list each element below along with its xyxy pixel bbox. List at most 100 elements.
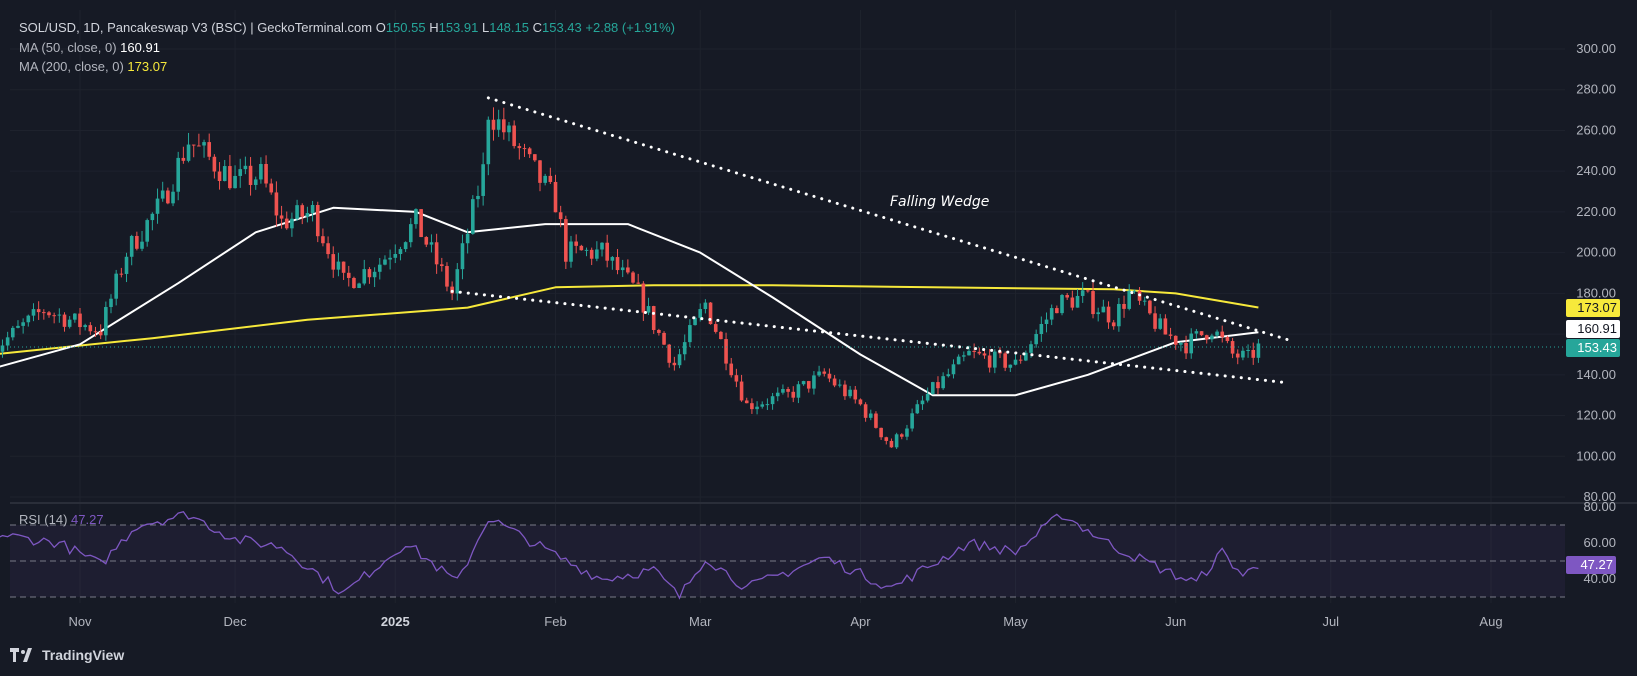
candle-body[interactable] <box>569 241 573 262</box>
candle-body[interactable] <box>894 434 899 448</box>
candle-body[interactable] <box>253 179 258 185</box>
candle-body[interactable] <box>724 339 728 364</box>
candle-body[interactable] <box>626 267 630 273</box>
candle-body[interactable] <box>868 413 873 418</box>
candles[interactable] <box>0 107 1261 450</box>
candle-body[interactable] <box>1184 342 1188 354</box>
candle-body[interactable] <box>486 119 491 165</box>
candle-body[interactable] <box>352 277 356 288</box>
candle-body[interactable] <box>5 337 10 346</box>
candle-body[interactable] <box>424 237 429 245</box>
candle-body[interactable] <box>1256 343 1261 358</box>
candle-body[interactable] <box>982 353 987 356</box>
candle-body[interactable] <box>57 314 62 316</box>
candle-body[interactable] <box>574 241 578 246</box>
candle-body[interactable] <box>434 242 439 265</box>
candle-body[interactable] <box>274 192 279 216</box>
candle-body[interactable] <box>522 148 527 150</box>
candle-body[interactable] <box>936 382 940 389</box>
candle-body[interactable] <box>383 259 387 265</box>
candle-body[interactable] <box>1179 342 1183 345</box>
candle-body[interactable] <box>1060 295 1064 314</box>
candle-body[interactable] <box>1003 353 1007 368</box>
candle-body[interactable] <box>543 175 547 183</box>
candle-body[interactable] <box>321 236 325 244</box>
candle-body[interactable] <box>615 257 620 271</box>
candle-body[interactable] <box>605 242 609 261</box>
candle-body[interactable] <box>951 364 956 375</box>
candle-body[interactable] <box>429 242 434 245</box>
candle-body[interactable] <box>651 306 656 330</box>
candle-body[interactable] <box>905 428 909 437</box>
candle-body[interactable] <box>460 243 465 270</box>
candle-body[interactable] <box>703 302 708 310</box>
candle-body[interactable] <box>698 309 703 318</box>
candle-body[interactable] <box>1246 349 1250 351</box>
candle-body[interactable] <box>564 219 568 262</box>
candle-body[interactable] <box>1225 337 1230 342</box>
candle-body[interactable] <box>1029 344 1033 353</box>
candle-body[interactable] <box>166 190 170 204</box>
candle-body[interactable] <box>548 175 553 182</box>
candle-body[interactable] <box>553 181 558 213</box>
candle-body[interactable] <box>104 307 108 336</box>
candle-body[interactable] <box>527 148 532 155</box>
candle-body[interactable] <box>284 218 289 229</box>
candle-body[interactable] <box>941 376 945 389</box>
candle-body[interactable] <box>636 282 640 284</box>
candle-body[interactable] <box>197 145 201 147</box>
candle-body[interactable] <box>191 144 196 146</box>
candle-body[interactable] <box>290 218 294 229</box>
candle-body[interactable] <box>719 331 723 340</box>
candle-body[interactable] <box>1101 306 1106 313</box>
candle-body[interactable] <box>408 224 413 243</box>
candle-body[interactable] <box>1199 331 1204 336</box>
candle-body[interactable] <box>589 249 594 259</box>
candle-body[interactable] <box>496 119 501 130</box>
candle-body[interactable] <box>341 261 346 273</box>
candle-body[interactable] <box>1039 323 1044 335</box>
candle-body[interactable] <box>62 314 67 327</box>
candle-body[interactable] <box>822 371 827 374</box>
candle-body[interactable] <box>1168 334 1173 336</box>
candle-body[interactable] <box>1153 313 1157 329</box>
candle-body[interactable] <box>708 302 713 325</box>
candle-body[interactable] <box>471 199 475 234</box>
candle-body[interactable] <box>114 273 118 299</box>
candle-body[interactable] <box>419 209 423 238</box>
candle-body[interactable] <box>538 160 542 183</box>
candle-body[interactable] <box>956 356 961 365</box>
candle-body[interactable] <box>124 256 129 274</box>
ma50-legend[interactable]: MA (50, close, 0) 160.91 <box>19 40 160 55</box>
candle-body[interactable] <box>481 164 485 196</box>
candle-body[interactable] <box>786 389 790 392</box>
candle-body[interactable] <box>987 355 992 368</box>
candle-body[interactable] <box>910 413 914 429</box>
candle-body[interactable] <box>295 205 299 219</box>
candle-body[interactable] <box>1241 350 1245 358</box>
candle-body[interactable] <box>502 119 506 133</box>
candle-body[interactable] <box>1132 290 1137 292</box>
candle-body[interactable] <box>806 381 811 389</box>
candle-body[interactable] <box>1091 291 1095 315</box>
candle-body[interactable] <box>372 271 377 278</box>
candle-body[interactable] <box>11 327 15 338</box>
candle-body[interactable] <box>1158 318 1163 329</box>
candle-body[interactable] <box>26 315 31 323</box>
candle-body[interactable] <box>83 325 87 328</box>
candle-body[interactable] <box>920 400 925 405</box>
rsi-axis[interactable]: 80.00 60.00 40.00 <box>1583 499 1616 586</box>
candle-body[interactable] <box>791 391 796 398</box>
candle-body[interactable] <box>305 213 310 217</box>
candle-body[interactable] <box>233 175 237 189</box>
candle-body[interactable] <box>1251 349 1256 358</box>
candle-body[interactable] <box>476 195 480 200</box>
candle-body[interactable] <box>832 378 837 386</box>
candle-body[interactable] <box>600 242 604 250</box>
candle-body[interactable] <box>398 249 403 255</box>
candle-body[interactable] <box>78 313 82 328</box>
candle-body[interactable] <box>36 309 41 313</box>
candle-body[interactable] <box>228 166 232 189</box>
candle-body[interactable] <box>31 309 36 316</box>
